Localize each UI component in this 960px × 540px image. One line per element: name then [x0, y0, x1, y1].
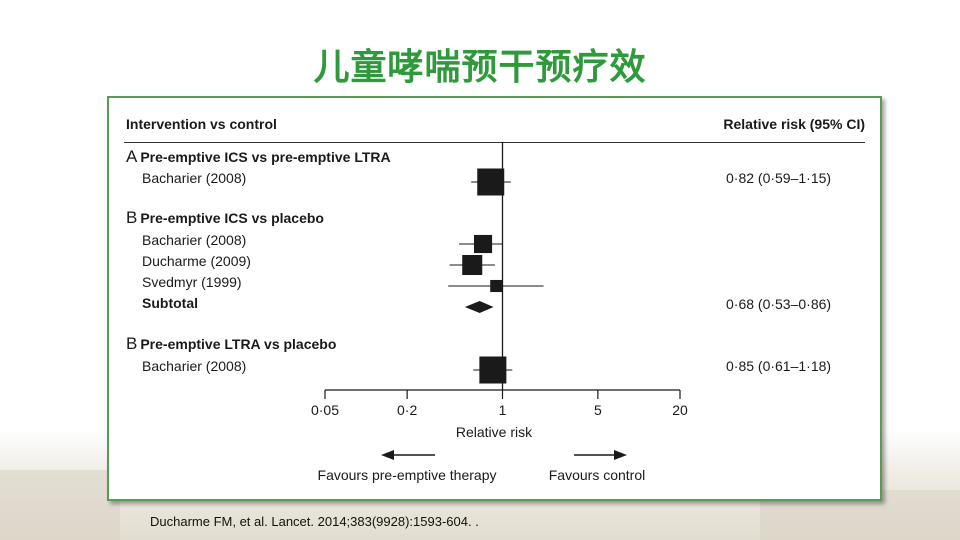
group-title-text: Pre-emptive ICS vs pre-emptive LTRA: [140, 149, 391, 165]
group-title-text: Pre-emptive ICS vs placebo: [140, 210, 324, 226]
favours-left-label: Favours pre-emptive therapy: [318, 467, 497, 483]
effect-square: [490, 279, 503, 293]
group-b-ltra-title: B Pre-emptive LTRA vs placebo: [126, 334, 336, 354]
group-letter: B: [126, 334, 138, 353]
study-label: Svedmyr (1999): [142, 274, 242, 290]
group-letter: A: [126, 147, 138, 166]
study-label: Bacharier (2008): [142, 358, 247, 374]
background-building: [0, 470, 120, 540]
effect-square: [477, 168, 505, 196]
favours-right-arrowhead: [614, 450, 627, 460]
x-tick-label: 5: [594, 402, 602, 418]
group-letter: B: [126, 208, 138, 227]
x-axis-label: Relative risk: [456, 424, 533, 440]
ci-value: 0·85 (0·61–1·18): [726, 358, 832, 374]
slide-title: 儿童哮喘预干预疗效: [313, 47, 647, 88]
header-relative-risk: Relative risk (95% CI): [723, 116, 865, 132]
study-label: Bacharier (2008): [142, 232, 247, 248]
x-tick-label: 1: [499, 402, 507, 418]
effect-square: [473, 234, 493, 254]
study-label: Bacharier (2008): [142, 170, 247, 186]
x-tick-label: 0·05: [311, 402, 339, 418]
study-label: Ducharme (2009): [142, 253, 251, 269]
header-intervention: Intervention vs control: [126, 116, 277, 132]
favours-right-label: Favours control: [549, 467, 645, 483]
ci-value: 0·68 (0·53–0·86): [726, 296, 832, 312]
citation: Ducharme FM, et al. Lancet. 2014;383(992…: [150, 514, 479, 529]
header-rule: [124, 142, 865, 143]
subtotal-label: Subtotal: [142, 295, 198, 311]
forest-plot-panel: Intervention vs control Relative risk (9…: [107, 96, 882, 501]
forest-plot: Relative risk Favours pre-emptive therap…: [311, 142, 688, 483]
x-tick-label: 0·2: [397, 402, 417, 418]
group-a-title: A Pre-emptive ICS vs pre-emptive LTRA: [126, 147, 391, 167]
x-tick-label: 20: [672, 402, 688, 418]
effect-square: [462, 254, 483, 276]
favours-left-arrowhead: [381, 450, 394, 460]
effect-square: [479, 356, 507, 384]
subtotal-diamond: [464, 301, 494, 313]
group-b-ics-title: B Pre-emptive ICS vs placebo: [126, 208, 324, 228]
group-title-text: Pre-emptive LTRA vs placebo: [140, 336, 337, 352]
ci-value: 0·82 (0·59–1·15): [726, 170, 832, 186]
